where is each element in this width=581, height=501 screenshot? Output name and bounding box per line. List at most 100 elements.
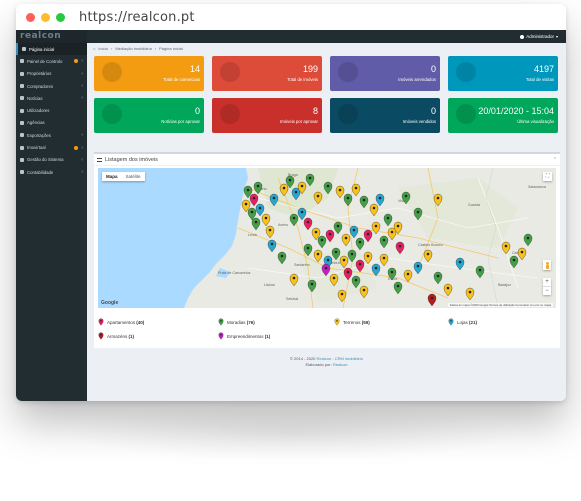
sidebar-item[interactable]: Painel de Controlo ‹ <box>16 55 87 67</box>
map-marker-icon[interactable] <box>359 195 369 209</box>
map-marker-icon[interactable] <box>277 251 287 265</box>
breadcrumb-item[interactable]: Início <box>98 45 108 51</box>
map-marker-icon[interactable] <box>261 213 271 227</box>
map-marker-icon[interactable] <box>279 183 289 197</box>
map-marker-icon[interactable] <box>523 233 533 247</box>
map-marker-icon[interactable] <box>383 213 393 227</box>
map-marker-icon[interactable] <box>387 267 397 281</box>
map-marker-icon[interactable] <box>305 173 315 187</box>
map-marker-icon[interactable] <box>509 255 519 269</box>
map-marker-icon[interactable] <box>355 237 365 251</box>
stat-box[interactable]: 14 Total de comerciais <box>94 56 204 91</box>
map-marker-icon[interactable] <box>475 265 485 279</box>
map-marker-icon[interactable] <box>289 213 299 227</box>
map-marker-icon[interactable] <box>289 273 299 287</box>
map-marker-icon[interactable] <box>455 257 465 271</box>
map-marker-icon[interactable] <box>393 221 403 235</box>
map-marker-icon[interactable] <box>371 263 381 277</box>
map-marker-icon[interactable] <box>241 199 251 213</box>
map-marker-icon[interactable] <box>249 193 259 207</box>
map-marker-icon[interactable] <box>369 203 379 217</box>
map-marker-icon[interactable] <box>413 261 423 275</box>
map-marker-icon[interactable] <box>341 233 351 247</box>
map-marker-icon[interactable] <box>265 225 275 239</box>
map-marker-icon[interactable] <box>423 249 433 263</box>
sidebar-item[interactable]: Página inicial <box>16 43 87 56</box>
footer-link[interactable]: Realcon - CRM imobiliário <box>316 356 363 361</box>
stat-box[interactable]: 4197 Total de visitas <box>448 56 558 91</box>
map-marker-icon[interactable] <box>291 187 301 201</box>
map-marker-icon[interactable] <box>329 273 339 287</box>
user-menu[interactable]: Administrador <box>526 34 554 39</box>
map-marker-icon[interactable] <box>307 279 317 293</box>
map-marker-icon[interactable] <box>243 185 253 199</box>
collapse-button[interactable]: ⌃ <box>552 156 557 163</box>
map-marker-icon[interactable] <box>363 229 373 243</box>
map-marker-icon[interactable] <box>297 207 307 221</box>
map-marker-icon[interactable] <box>375 193 385 207</box>
footer-author-link[interactable]: Realcon <box>332 362 348 367</box>
map-marker-icon[interactable] <box>269 193 279 207</box>
map-marker-icon[interactable] <box>351 275 361 289</box>
stat-box[interactable]: 8 Imóveis por aprovar <box>212 98 322 133</box>
address-bar[interactable]: https://realcon.pt <box>79 9 195 25</box>
map-marker-icon[interactable] <box>267 239 277 253</box>
map-marker-icon[interactable] <box>247 207 257 221</box>
map-marker-icon[interactable] <box>285 175 295 189</box>
map-marker-icon[interactable] <box>323 181 333 195</box>
sidebar-item[interactable]: Contabilidade ‹ <box>16 166 87 178</box>
map-marker-icon[interactable] <box>347 249 357 263</box>
map-marker-icon[interactable] <box>403 269 413 283</box>
stat-box[interactable]: 0 Notícias por aprovar <box>94 98 204 133</box>
map-marker-icon[interactable] <box>343 193 353 207</box>
close-dot[interactable] <box>26 12 35 22</box>
sidebar-item[interactable]: Imovirtual ‹ <box>16 141 87 153</box>
pegman-icon[interactable] <box>543 260 551 270</box>
map-marker-icon[interactable] <box>297 181 307 195</box>
maximize-dot[interactable] <box>56 12 65 22</box>
stat-box[interactable]: 0 Imóveis arrendados <box>330 56 440 91</box>
map-marker-icon[interactable] <box>339 255 349 269</box>
map-marker-icon[interactable] <box>363 251 373 265</box>
map-marker-icon[interactable] <box>413 207 423 221</box>
sidebar-item[interactable]: Agências <box>16 117 87 129</box>
satellite-tab[interactable]: Satélite <box>125 174 141 179</box>
map-marker-icon[interactable] <box>379 235 389 249</box>
stat-box[interactable]: 199 Total de imóveis <box>212 56 322 91</box>
zoom-out-button[interactable]: − <box>545 288 549 294</box>
map-marker-icon[interactable] <box>337 289 347 303</box>
map-marker-icon[interactable] <box>387 227 397 241</box>
fullscreen-button[interactable]: ⛶ <box>543 172 552 181</box>
map-marker-icon[interactable] <box>303 217 313 231</box>
map-marker-icon[interactable] <box>313 191 323 205</box>
map-marker-icon[interactable] <box>393 281 403 295</box>
map-marker-icon[interactable] <box>331 247 341 261</box>
sidebar-item[interactable]: Exportações ‹ <box>16 129 87 141</box>
sidebar-item[interactable]: Proprietários ‹ <box>16 68 87 80</box>
map-marker-icon[interactable] <box>255 203 265 217</box>
map[interactable]: Aveiro Viseu Coimbra Leiria Santarém Lisboa Se… <box>98 168 556 308</box>
map-marker-icon[interactable] <box>517 247 527 261</box>
minimize-dot[interactable] <box>41 12 50 22</box>
map-marker-icon[interactable] <box>251 217 261 231</box>
map-marker-icon[interactable] <box>253 181 263 195</box>
sidebar-item[interactable]: Notícias ‹ <box>16 92 87 104</box>
sidebar-item[interactable]: Utilizadores <box>16 104 87 116</box>
map-marker-icon[interactable] <box>313 249 323 263</box>
stat-box[interactable]: 20/01/2020 - 15:04 Última visualização <box>448 98 558 133</box>
map-terms[interactable]: Dados do mapa ©2020 Google Termos de uti… <box>447 303 553 307</box>
map-marker-icon[interactable] <box>465 287 475 301</box>
map-marker-icon[interactable] <box>351 183 361 197</box>
map-marker-icon[interactable] <box>379 253 389 267</box>
map-marker-icon[interactable] <box>317 235 327 249</box>
map-marker-icon[interactable] <box>343 267 353 281</box>
map-marker-icon[interactable] <box>359 285 369 299</box>
map-marker-icon[interactable] <box>427 293 437 307</box>
map-marker-icon[interactable] <box>433 193 443 207</box>
breadcrumb-item[interactable]: Mediação imobiliária <box>115 45 152 51</box>
sidebar-item[interactable]: Compradores ‹ <box>16 80 87 92</box>
map-marker-icon[interactable] <box>443 283 453 297</box>
map-marker-icon[interactable] <box>303 243 313 257</box>
sidebar-item[interactable]: Gestão do Sistema ‹ <box>16 154 87 166</box>
map-marker-icon[interactable] <box>333 221 343 235</box>
